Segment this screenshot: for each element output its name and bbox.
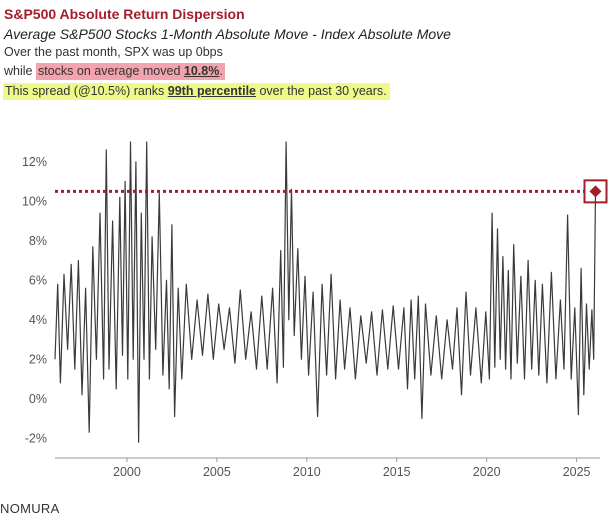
note-line-1: Over the past month, SPX was up 0bps	[4, 45, 223, 59]
y-tick-label: 8%	[29, 234, 47, 248]
note-line-3-post: over the past 30 years.	[256, 84, 387, 98]
note-line-2-highlight-text: stocks on average moved	[38, 64, 184, 78]
note-line-3-pre: This spread (@10.5%) ranks	[5, 84, 168, 98]
dispersion-chart: 12% 10% 8% 6% 4% 2% 0% -2% 2000 2005 2010 2015 2020…	[0, 120, 616, 490]
y-tick-label: -2%	[25, 431, 47, 445]
x-tick-label: 2010	[293, 465, 321, 479]
x-axis-ticks: 2000 2005 2010 2015 2020 2025	[113, 458, 591, 479]
note-line-3: This spread (@10.5%) ranks 99th percenti…	[3, 83, 390, 100]
note-line-2-highlight: stocks on average moved 10.8%.	[36, 63, 225, 80]
x-tick-label: 2025	[563, 465, 591, 479]
series-group	[55, 142, 596, 442]
note-line-2-value: 10.8%	[184, 64, 219, 78]
note-line-2-prefix: while	[4, 64, 36, 78]
y-tick-label: 2%	[29, 352, 47, 366]
y-axis-ticks: 12% 10% 8% 6% 4% 2% 0% -2%	[22, 155, 47, 446]
x-tick-label: 2020	[473, 465, 501, 479]
x-tick-label: 2000	[113, 465, 141, 479]
chart-title: S&P500 Absolute Return Dispersion	[4, 6, 245, 22]
note-line-2-end: .	[219, 64, 222, 78]
y-tick-label: 10%	[22, 194, 47, 208]
y-tick-label: 4%	[29, 313, 47, 327]
y-tick-label: 12%	[22, 155, 47, 169]
y-tick-label: 0%	[29, 392, 47, 406]
series-line-0	[55, 142, 596, 442]
x-tick-label: 2005	[203, 465, 231, 479]
chart-subtitle: Average S&P500 Stocks 1-Month Absolute M…	[4, 26, 451, 42]
latest-point-marker	[590, 185, 602, 197]
source-label: NOMURA	[0, 501, 60, 516]
note-line-3-emph: 99th percentile	[168, 84, 256, 98]
note-line-2: while stocks on average moved 10.8%.	[4, 64, 225, 78]
y-tick-label: 6%	[29, 273, 47, 287]
x-tick-label: 2015	[383, 465, 411, 479]
